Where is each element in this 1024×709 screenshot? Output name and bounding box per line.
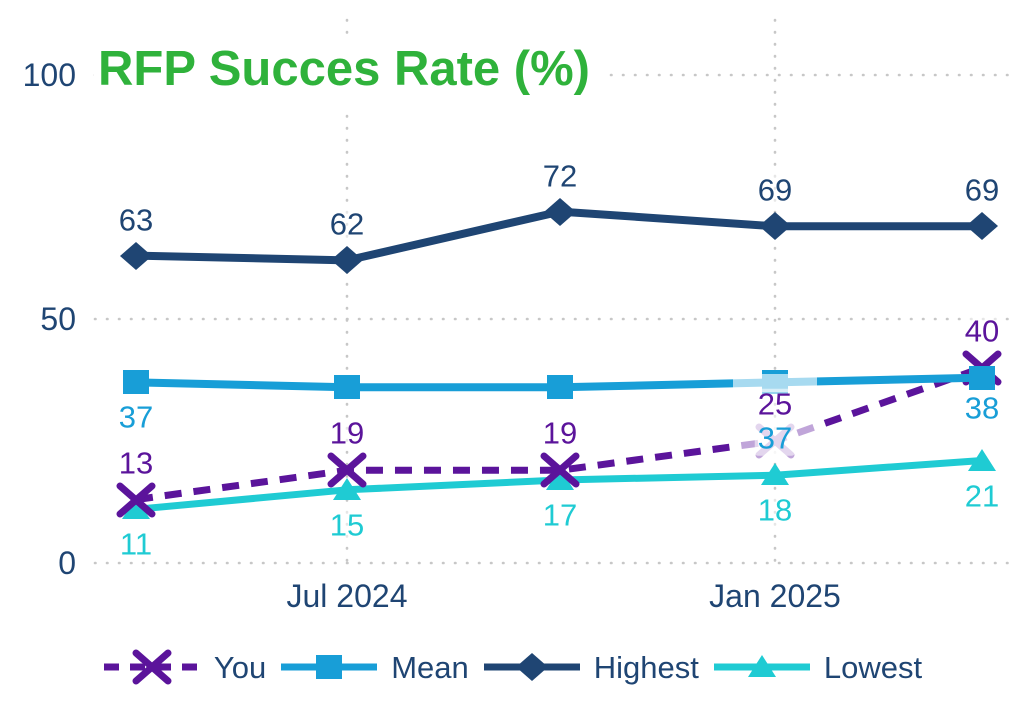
marker-lowest-1 <box>333 478 361 500</box>
legend-marker-shape-lowest <box>747 655 776 677</box>
data-label-highest-0: 63 <box>115 204 157 237</box>
legend-marker-shape-mean <box>316 655 343 679</box>
data-label-mean-3: 37 <box>754 423 796 456</box>
legend-marker-highest <box>483 653 580 681</box>
data-label-you-1: 19 <box>326 417 368 451</box>
legend-label-highest: Highest <box>593 649 699 685</box>
data-label-lowest-3: 18 <box>754 494 796 528</box>
data-label-lowest-2: 17 <box>539 499 581 533</box>
legend-item-you: You <box>102 648 266 686</box>
legend-label-mean: Mean <box>391 649 469 685</box>
legend-item-mean: Mean <box>279 648 469 686</box>
legend-label-lowest: Lowest <box>823 649 923 685</box>
data-label-lowest-4: 21 <box>961 480 1003 513</box>
marker-highest-2 <box>544 198 576 226</box>
y-tick-50: 50 <box>40 301 76 337</box>
data-label-highest-1: 62 <box>326 209 368 242</box>
x-tick-Jan-2025: Jan 2025 <box>709 578 841 614</box>
legend-marker-shape-highest <box>515 653 548 681</box>
marker-highest-1 <box>331 246 363 274</box>
marker-you-1 <box>327 452 367 488</box>
legend-marker-shape-you <box>132 649 172 685</box>
fade-overlay-0 <box>733 374 817 392</box>
data-label-mean-4: 38 <box>961 392 1003 425</box>
marker-lowest-0 <box>122 497 150 519</box>
legend: You Mean Highest Lowest <box>0 640 1024 694</box>
data-label-you-3: 25 <box>754 388 796 422</box>
marker-you-2 <box>540 452 580 488</box>
marker-mean-1 <box>334 375 360 399</box>
legend-marker-mean <box>281 655 378 679</box>
chart-title: RFP Succes Rate (%) <box>94 36 604 109</box>
legend-item-lowest: Lowest <box>712 648 922 686</box>
marker-mean-0 <box>123 370 149 394</box>
y-tick-100: 100 <box>22 57 76 93</box>
data-label-lowest-0: 11 <box>116 528 156 562</box>
legend-label-you: You <box>213 649 267 685</box>
marker-highest-0 <box>120 242 152 270</box>
data-label-highest-3: 69 <box>754 174 796 208</box>
data-label-you-4: 40 <box>961 315 1003 349</box>
data-label-lowest-1: 15 <box>326 509 368 543</box>
data-label-mean-0: 37 <box>115 402 157 435</box>
marker-lowest-3 <box>761 463 789 485</box>
x-tick-Jul-2024: Jul 2024 <box>286 578 408 614</box>
data-label-you-0: 13 <box>115 447 157 480</box>
y-tick-0: 0 <box>58 545 76 581</box>
legend-item-highest: Highest <box>482 648 699 686</box>
marker-mean-2 <box>547 375 573 399</box>
legend-marker-lowest <box>713 655 810 677</box>
marker-highest-4 <box>966 212 998 240</box>
data-label-you-2: 19 <box>539 417 581 451</box>
data-label-highest-2: 72 <box>539 160 581 193</box>
marker-mean-4 <box>969 366 995 390</box>
data-label-highest-4: 69 <box>961 174 1003 208</box>
marker-lowest-4 <box>968 449 996 471</box>
marker-lowest-2 <box>546 468 574 490</box>
legend-marker-you <box>103 649 200 685</box>
marker-highest-3 <box>759 212 791 240</box>
marker-you-0 <box>116 482 156 518</box>
